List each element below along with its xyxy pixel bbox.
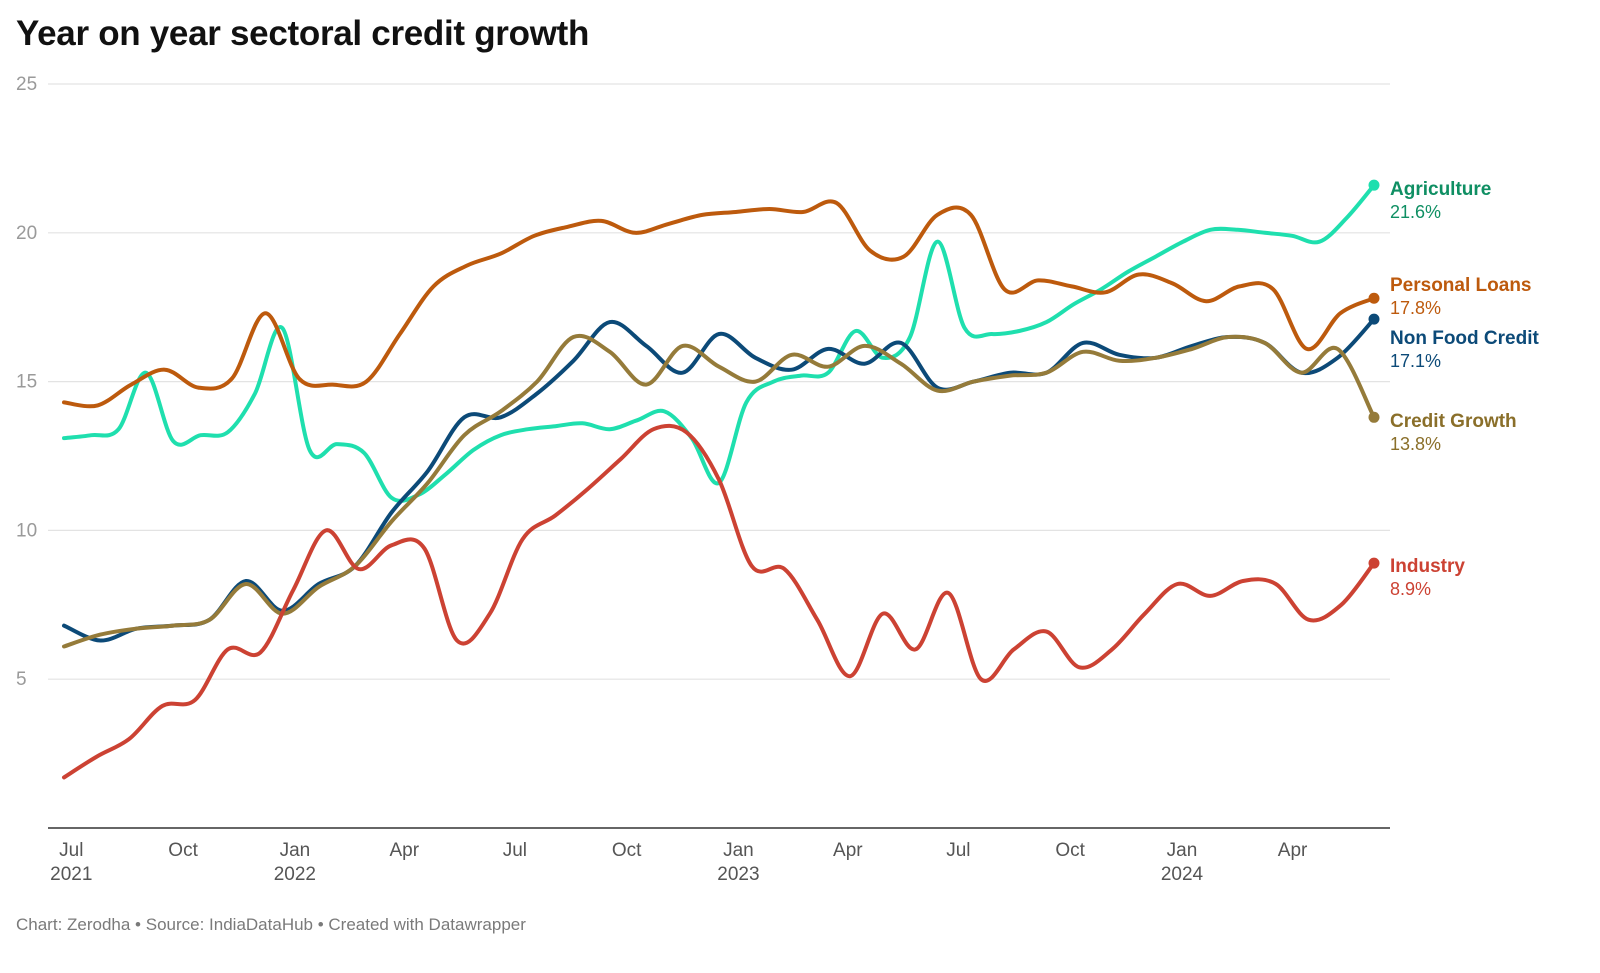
x-tick-year: 2021 bbox=[50, 864, 92, 885]
series-value-personal-loans: 17.8% bbox=[1390, 298, 1441, 318]
series-value-agriculture: 21.6% bbox=[1390, 202, 1441, 222]
x-tick-label: Oct bbox=[168, 840, 198, 861]
series-line-personal-loans bbox=[62, 199, 1376, 409]
series-label-credit-growth: Credit Growth bbox=[1390, 411, 1517, 432]
series-label-non-food-credit: Non Food Credit bbox=[1390, 328, 1539, 349]
x-tick-year: 2023 bbox=[717, 864, 759, 885]
x-tick-label: Jul bbox=[503, 840, 527, 861]
x-tick-year: 2024 bbox=[1161, 864, 1204, 885]
series-label-personal-loans: Personal Loans bbox=[1390, 275, 1532, 296]
x-tick-label: Apr bbox=[833, 840, 863, 861]
series-label-agriculture: Agriculture bbox=[1390, 179, 1491, 200]
x-tick-label: Jul bbox=[946, 840, 970, 861]
series-end-point-non-food-credit bbox=[1368, 313, 1380, 325]
chart-footer: Chart: Zerodha • Source: IndiaDataHub • … bbox=[16, 915, 526, 934]
series-end-point-agriculture bbox=[1368, 179, 1380, 191]
x-tick-label: Jul bbox=[59, 840, 83, 861]
x-tick-label: Jan bbox=[723, 840, 754, 861]
x-tick-label: Jan bbox=[1167, 840, 1198, 861]
series-end-point-personal-loans bbox=[1368, 292, 1380, 304]
series-line-industry bbox=[62, 423, 1376, 780]
x-tick-label: Apr bbox=[389, 840, 419, 861]
series-value-credit-growth: 13.8% bbox=[1390, 434, 1441, 454]
chart-title: Year on year sectoral credit growth bbox=[16, 14, 590, 53]
y-tick-label: 20 bbox=[16, 223, 37, 244]
series-label-industry: Industry bbox=[1390, 556, 1465, 577]
x-tick-label: Oct bbox=[1055, 840, 1085, 861]
series-value-industry: 8.9% bbox=[1390, 579, 1431, 599]
x-tick-year: 2022 bbox=[274, 864, 316, 885]
series-value-non-food-credit: 17.1% bbox=[1390, 351, 1441, 371]
y-tick-label: 15 bbox=[16, 372, 37, 393]
x-tick-label: Jan bbox=[280, 840, 311, 861]
series-end-point-industry bbox=[1368, 557, 1380, 569]
y-tick-label: 10 bbox=[16, 520, 37, 541]
x-tick-label: Oct bbox=[612, 840, 642, 861]
y-tick-label: 5 bbox=[16, 669, 27, 690]
y-tick-label: 25 bbox=[16, 74, 37, 95]
series-end-point-credit-growth bbox=[1368, 411, 1380, 423]
x-tick-label: Apr bbox=[1278, 840, 1308, 861]
